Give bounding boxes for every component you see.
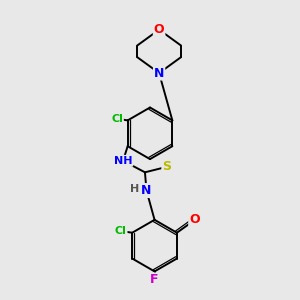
Text: F: F	[150, 273, 159, 286]
Text: O: O	[189, 214, 200, 226]
Text: NH: NH	[114, 156, 132, 166]
Text: N: N	[141, 184, 152, 197]
Text: Cl: Cl	[111, 114, 123, 124]
Text: N: N	[154, 67, 164, 80]
Text: S: S	[162, 160, 171, 173]
Text: O: O	[154, 23, 164, 36]
Text: H: H	[130, 184, 140, 194]
Text: Cl: Cl	[115, 226, 127, 236]
